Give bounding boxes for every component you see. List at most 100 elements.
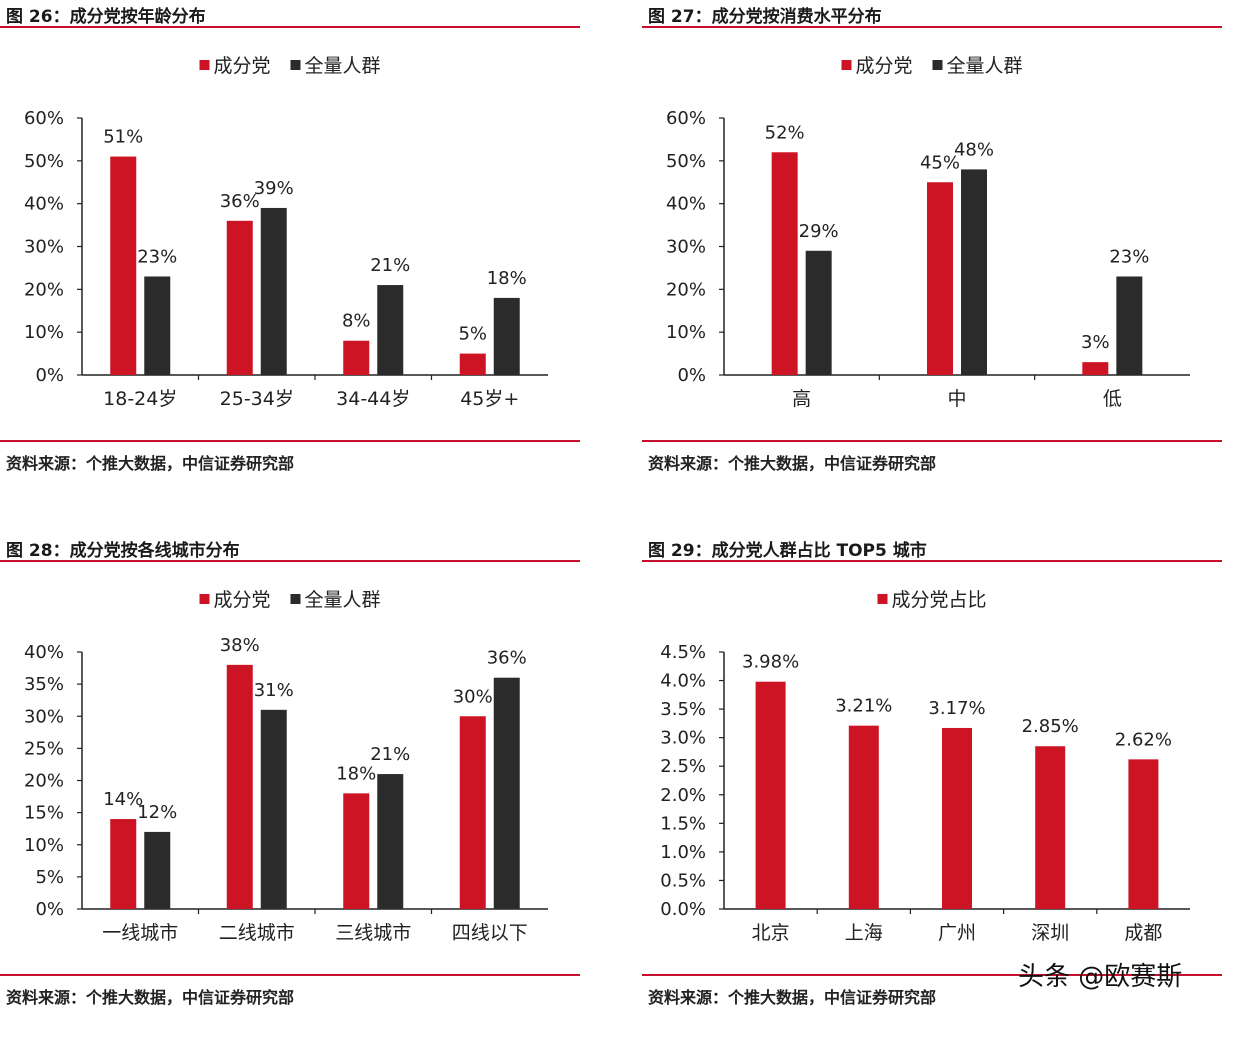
data-label: 39%: [254, 178, 294, 199]
legend-swatch: [290, 594, 301, 604]
y-tick-label: 0.0%: [660, 899, 706, 920]
source-note: 资料来源：个推大数据，中信证券研究部: [6, 988, 295, 1007]
y-tick-label: 10%: [24, 835, 64, 856]
x-tick-label: 高: [792, 388, 811, 410]
chart-top5-cities: 0.0% 0.5% 1.0% 1.5% 2.0% 2.5% 3.0% 3.5% 4.0% 4.5%…: [642, 574, 1222, 964]
source-note: 资料来源：个推大数据，中信证券研究部: [6, 454, 295, 473]
bar: [459, 716, 486, 909]
data-label: 52%: [765, 122, 805, 143]
data-label: 48%: [954, 139, 994, 160]
source-rule: [0, 440, 580, 442]
y-tick-label: 5%: [35, 867, 64, 888]
data-label: 21%: [370, 744, 410, 765]
legend-swatch: [877, 594, 888, 604]
bar: [377, 285, 404, 375]
y-tick-label: 15%: [24, 803, 64, 824]
chart-svg: 0% 10% 20% 30% 40% 50% 60% 高 52% 29% 中 45%48% 低 3% 23%…: [666, 55, 1190, 410]
data-label: 21%: [370, 255, 410, 276]
bar: [755, 681, 786, 909]
chart-consumption-level: 0% 10% 20% 30% 40% 50% 60% 高 52% 29% 中 45% 48% 低 3% 23%…: [642, 40, 1222, 430]
y-tick-label: 1.0%: [660, 842, 706, 863]
legend-label: 成分党: [856, 55, 913, 77]
y-tick-label: 40%: [24, 194, 64, 215]
source-note: 资料来源：个推大数据，中信证券研究部: [648, 454, 937, 473]
bar: [459, 353, 486, 375]
figure-27-panel: 图 27：成分党按消费水平分布 0% 10% 20% 30% 40% 50% 60% 高 52%…: [642, 0, 1222, 507]
x-tick-label: 34-44岁: [336, 388, 410, 410]
data-label: 36%: [487, 648, 527, 669]
x-tick-label: 25-34岁: [220, 388, 294, 410]
y-tick-label: 60%: [24, 108, 64, 129]
bar: [848, 725, 879, 909]
data-label: 3.17%: [928, 698, 985, 719]
y-tick-label: 30%: [24, 706, 64, 727]
x-tick-label: 二线城市: [219, 922, 295, 944]
data-label: 51%: [103, 127, 143, 148]
data-label: 3.98%: [742, 652, 799, 673]
chart-svg: 0.0% 0.5% 1.0% 1.5% 2.0% 2.5% 3.0% 3.5% 4.0% 4.5%…: [660, 589, 1190, 944]
title-rule: [642, 26, 1222, 28]
figure-26-panel: 图 26：成分党按年龄分布 0% 10% 20% 30% 40% 50% 60% 18-24岁…: [0, 0, 580, 507]
bar: [805, 250, 832, 375]
y-tick-label: 1.5%: [660, 813, 706, 834]
y-tick-label: 2.5%: [660, 756, 706, 777]
source-note: 资料来源：个推大数据，中信证券研究部: [648, 988, 937, 1007]
y-tick-label: 25%: [24, 738, 64, 759]
bar: [942, 727, 972, 909]
source-rule: [0, 974, 580, 976]
bar: [927, 182, 953, 375]
legend-swatch: [290, 60, 301, 70]
y-tick-label: 0%: [35, 899, 64, 920]
title-rule: [0, 560, 580, 562]
legend-swatch: [199, 594, 210, 604]
figure-title: 图 28：成分党按各线城市分布: [6, 541, 240, 561]
bar: [226, 664, 253, 909]
y-tick-label: 50%: [666, 151, 706, 172]
bar: [493, 297, 520, 375]
y-tick-label: 0%: [677, 365, 706, 386]
x-tick-label: 成都: [1124, 922, 1162, 944]
y-tick-label: 2.0%: [660, 785, 706, 806]
chart-age-distribution: 0% 10% 20% 30% 40% 50% 60% 18-24岁 51% 23% 25-34岁 36…: [0, 40, 580, 430]
data-label: 12%: [137, 802, 177, 823]
bar: [1035, 746, 1066, 909]
y-tick-label: 20%: [24, 279, 64, 300]
data-label: 23%: [137, 246, 177, 267]
data-label: 8%: [342, 311, 371, 332]
y-tick-label: 10%: [666, 322, 706, 343]
data-label: 23%: [1109, 246, 1149, 267]
figure-title: 图 26：成分党按年龄分布: [6, 7, 206, 27]
y-tick-label: 3.0%: [660, 728, 706, 749]
bar: [343, 793, 370, 909]
x-tick-label: 18-24岁: [103, 388, 177, 410]
bar: [377, 774, 404, 909]
data-label: 30%: [453, 686, 493, 707]
y-tick-label: 40%: [24, 642, 64, 663]
figure-29-panel: 图 29：成分党人群占比 TOP5 城市 0.0% 0.5% 1.0% 1.5% 2.0…: [642, 534, 1222, 1041]
y-tick-label: 60%: [666, 108, 706, 129]
data-label: 2.85%: [1022, 716, 1079, 737]
data-label: 29%: [799, 221, 839, 242]
y-tick-label: 3.5%: [660, 699, 706, 720]
data-label: 31%: [254, 680, 294, 701]
y-tick-label: 20%: [666, 279, 706, 300]
x-tick-label: 广州: [938, 922, 976, 944]
data-label: 18%: [487, 268, 527, 289]
bar: [771, 152, 798, 375]
watermark: 头条 @欧赛斯: [1018, 962, 1183, 992]
data-label: 3%: [1081, 332, 1110, 353]
bar: [343, 340, 370, 375]
bar: [1082, 362, 1109, 375]
bar: [260, 709, 287, 909]
data-label: 38%: [220, 635, 260, 656]
bar: [260, 207, 287, 375]
y-tick-label: 4.0%: [660, 671, 706, 692]
x-tick-label: 四线以下: [452, 922, 528, 944]
bar: [1116, 276, 1143, 375]
x-tick-label: 45岁+: [460, 388, 519, 410]
data-label: 45%: [920, 152, 960, 173]
y-tick-label: 20%: [24, 771, 64, 792]
y-tick-label: 10%: [24, 322, 64, 343]
x-tick-label: 中: [947, 388, 966, 410]
source-rule: [642, 974, 1222, 976]
